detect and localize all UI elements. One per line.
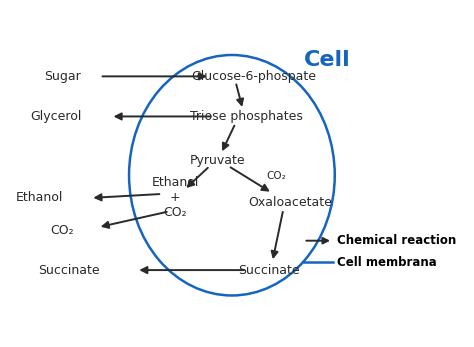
Text: Oxaloacetate: Oxaloacetate — [249, 196, 333, 209]
Text: Triose phosphates: Triose phosphates — [190, 110, 303, 123]
Text: Chemical reaction: Chemical reaction — [337, 234, 456, 247]
Text: Succinate: Succinate — [238, 264, 300, 277]
Text: Ethanol: Ethanol — [16, 192, 63, 204]
Text: CO₂: CO₂ — [50, 223, 74, 237]
Text: Cell: Cell — [304, 50, 351, 70]
Text: Succinate: Succinate — [38, 264, 100, 277]
Text: CO₂: CO₂ — [267, 171, 287, 181]
Text: Cell membrana: Cell membrana — [337, 256, 437, 269]
Text: Pyruvate: Pyruvate — [190, 154, 245, 167]
Text: Ethanol
+
CO₂: Ethanol + CO₂ — [151, 176, 199, 219]
Text: Sugar: Sugar — [45, 70, 82, 83]
Text: Glucose-6-phospate: Glucose-6-phospate — [191, 70, 317, 83]
Text: Glycerol: Glycerol — [30, 110, 82, 123]
